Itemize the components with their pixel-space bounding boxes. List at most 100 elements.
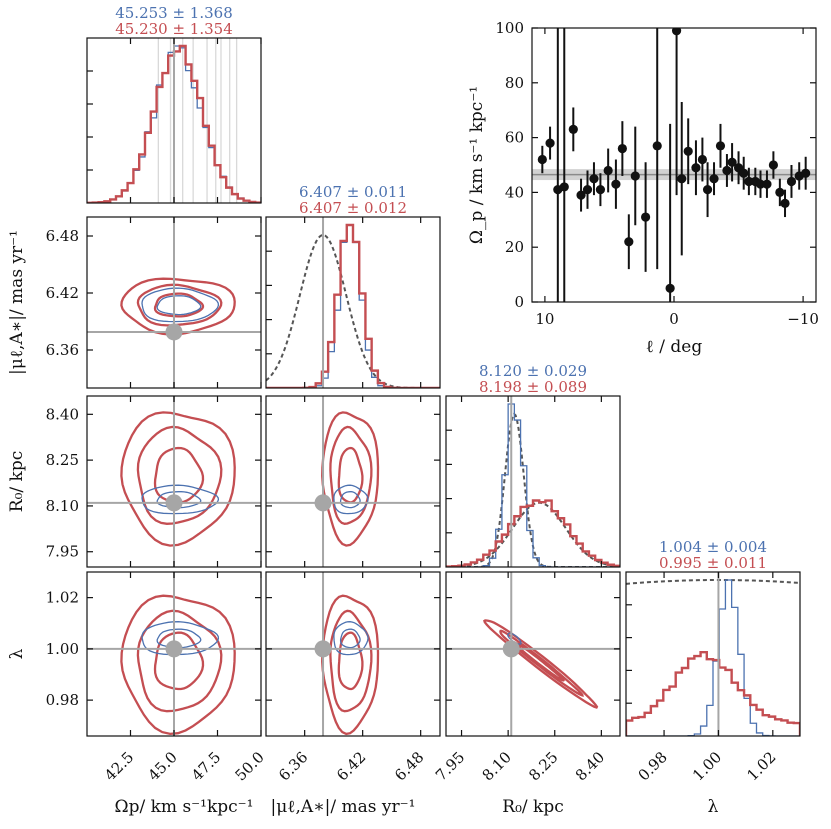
data-point: [677, 174, 687, 184]
red-contour: [483, 619, 599, 709]
panel-mu_lA-vs-R0-content: [266, 396, 440, 567]
data-point: [545, 138, 555, 148]
result-title-blue: 1.004 ± 0.004: [659, 538, 767, 556]
data-point: [697, 154, 708, 165]
blue-contour: [141, 484, 220, 515]
y-tick-label: 8.10: [46, 497, 79, 515]
y-axis-label-lambda: λ: [7, 648, 27, 659]
blue-histogram: [266, 224, 440, 388]
inset-y-axis-label: Ω_p / km s⁻¹ kpc⁻¹: [467, 86, 487, 244]
x-tick-label: 8.10: [479, 748, 515, 784]
red-contour: [136, 425, 223, 525]
x-tick-label: 0.98: [635, 748, 671, 784]
data-point: [611, 179, 621, 189]
x-tick-label: 8.40: [572, 748, 608, 784]
red-contour: [499, 629, 584, 697]
y-tick-label: 7.95: [46, 543, 79, 561]
data-point: [630, 171, 640, 181]
x-tick-label: 45.0: [144, 748, 180, 784]
x-tick-label: 6.48: [391, 748, 427, 784]
blue-contour: [339, 628, 361, 649]
inset-x-axis-label: ℓ / deg: [646, 337, 703, 357]
hist-R0-content: [446, 396, 620, 567]
data-point: [641, 212, 651, 222]
blue-contour: [156, 628, 202, 649]
result-title-red: 45.230 ± 1.354: [115, 20, 233, 38]
y-tick-label: 0.98: [46, 691, 79, 709]
data-point: [582, 185, 593, 195]
truth-marker: [502, 640, 520, 658]
result-title-blue: 8.120 ± 0.029: [479, 362, 587, 380]
red-contour: [153, 446, 205, 504]
data-point: [624, 237, 634, 247]
data-point: [775, 187, 785, 197]
red-histogram: [626, 650, 800, 736]
red-contour: [136, 283, 223, 327]
panel-R0-vs-lambda-content: [446, 572, 620, 736]
blue-contour: [141, 287, 220, 323]
blue-contour: [156, 491, 202, 509]
panel-Omega_p-vs-mu_lA-content: [87, 217, 261, 388]
data-point: [739, 168, 749, 178]
blue-contour: [141, 621, 220, 656]
inset-y-tick-label: 20: [505, 238, 524, 256]
red-histogram: [266, 223, 440, 388]
data-point: [715, 141, 726, 151]
data-point: [801, 168, 811, 178]
y-tick-label: 6.42: [46, 284, 79, 302]
hist-R0-frame: [445, 395, 621, 568]
panel-Omega_p-vs-R0-content: [87, 396, 261, 567]
red-contour: [337, 631, 364, 691]
x-tick-label: 1.00: [689, 748, 725, 784]
data-point: [762, 179, 772, 189]
hist-mu_lA-content: [266, 217, 440, 388]
data-point: [722, 165, 732, 176]
panel-R0-vs-lambda-frame: [445, 571, 621, 737]
inset-y-tick-label: 40: [505, 183, 524, 201]
data-point: [744, 176, 754, 187]
y-axis-label-r0: R₀/ kpc: [7, 451, 27, 512]
data-point: [709, 174, 719, 184]
panel-mu_lA-vs-lambda-content: [266, 572, 440, 736]
data-point: [691, 163, 701, 173]
hist-lambda-content: [626, 572, 800, 736]
inset-y-tick-label: 100: [495, 19, 524, 37]
blue-histogram: [446, 403, 620, 567]
result-title-red: 6.407 ± 0.012: [299, 199, 407, 217]
data-point: [603, 165, 613, 176]
x-axis-label-mu: |μℓ,A∗|/ mas yr⁻¹: [271, 797, 416, 817]
hist-lambda-frame: [625, 571, 801, 737]
data-point: [576, 190, 586, 200]
red-contour: [153, 292, 205, 318]
inset-y-tick-label: 80: [505, 74, 524, 92]
red-contour: [136, 609, 223, 713]
red-contour: [329, 425, 373, 525]
data-point: [595, 185, 606, 195]
data-point: [537, 154, 547, 165]
prior-dashed-curve: [266, 233, 440, 388]
data-point: [589, 174, 599, 184]
inset-x-tick-label: −10: [787, 310, 819, 328]
data-point: [665, 283, 675, 293]
data-point: [617, 143, 627, 154]
x-axis-label-omega: Ωp/ km s⁻¹kpc⁻¹: [115, 797, 254, 817]
truth-marker: [165, 323, 183, 341]
y-tick-label: 6.36: [46, 341, 79, 359]
y-tick-label: 8.25: [46, 451, 79, 469]
x-tick-label: 50.0: [231, 748, 267, 784]
data-point: [559, 182, 569, 192]
x-tick-label: 47.5: [188, 748, 224, 784]
blue-contour: [333, 484, 369, 515]
blue-contour: [339, 491, 361, 509]
x-tick-label: 8.25: [525, 748, 561, 784]
x-axis-label-r0: R₀/ kpc: [502, 797, 563, 817]
data-point: [568, 124, 578, 134]
truth-marker: [314, 640, 332, 658]
panel-Omega_p-vs-lambda-content: [87, 572, 261, 736]
y-tick-label: 1.02: [46, 589, 79, 607]
hist-mu_lA-frame: [265, 216, 441, 389]
y-tick-label: 1.00: [46, 640, 79, 658]
data-point: [683, 146, 693, 156]
y-axis-label-mu: |μℓ,A∗|/ mas yr⁻¹: [7, 230, 27, 375]
data-point: [727, 157, 737, 167]
